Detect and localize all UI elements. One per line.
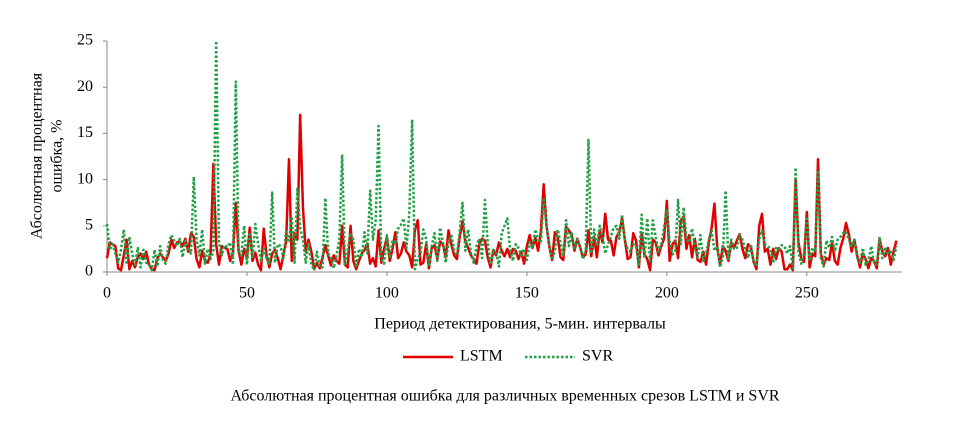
series-line xyxy=(105,39,898,272)
x-tick-label: 150 xyxy=(515,285,539,302)
y-tick-label: 5 xyxy=(85,216,93,233)
x-tick-label: 100 xyxy=(375,285,399,302)
y-axis-title: Абсолютная процентная ошибка, % xyxy=(29,72,66,239)
x-tick-label: 0 xyxy=(103,285,111,302)
series-line xyxy=(105,113,898,272)
y-tick-label: 15 xyxy=(77,124,93,141)
x-axis-title: Период детектирования, 5-мин. интервалы xyxy=(374,316,666,333)
legend-label: SVR xyxy=(582,348,613,365)
y-axis-title-line: ошибка, % xyxy=(49,120,66,193)
x-tick-label: 250 xyxy=(795,285,819,302)
y-tick-label: 20 xyxy=(77,78,93,95)
y-tick-label: 25 xyxy=(77,32,93,49)
y-axis-title-line: Абсолютная процентная xyxy=(29,72,46,239)
y-tick-label: 10 xyxy=(77,170,93,187)
y-tick-label: 0 xyxy=(85,263,93,280)
caption: Абсолютная процентная ошибка для различн… xyxy=(230,388,779,405)
x-tick-label: 200 xyxy=(655,285,679,302)
x-tick-label: 50 xyxy=(239,285,255,302)
legend-label: LSTM xyxy=(460,348,503,365)
